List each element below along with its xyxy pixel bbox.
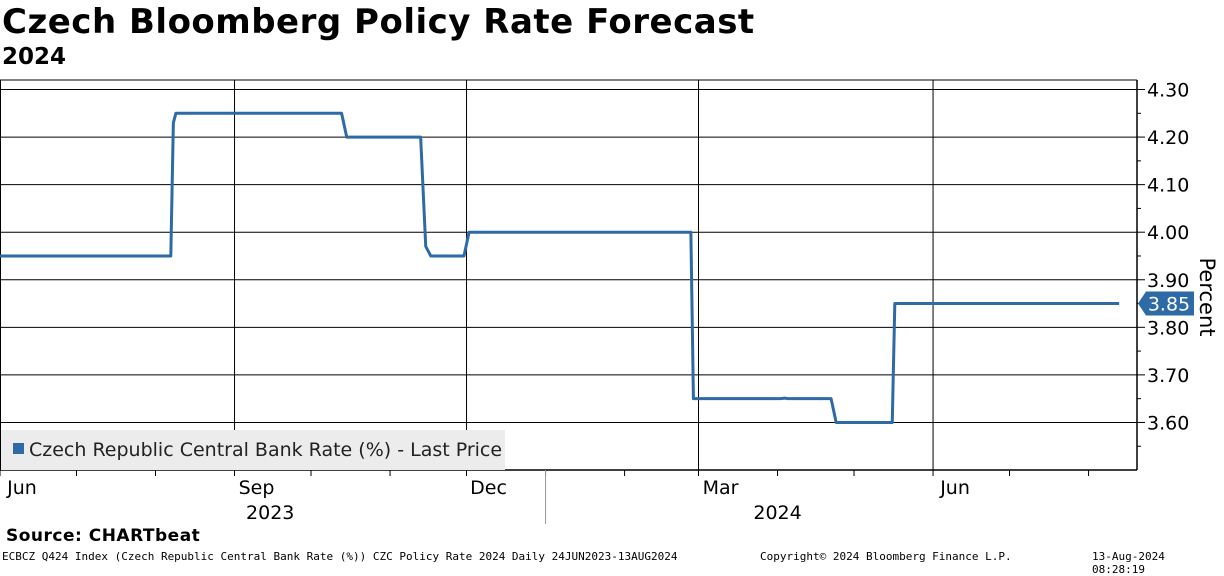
y-tick-label: 4.30 xyxy=(1147,80,1189,102)
x-tick-label: Mar xyxy=(703,477,739,499)
last-value-badge xyxy=(1138,291,1194,316)
y-tick-label: 3.80 xyxy=(1147,317,1189,339)
y-tick-label: 4.20 xyxy=(1147,127,1189,149)
timestamp: 13-Aug-2024 08:28:19 xyxy=(1092,550,1165,576)
legend-label: Czech Republic Central Bank Rate (%) - L… xyxy=(29,439,502,461)
y-tick-label: 3.90 xyxy=(1147,270,1189,292)
y-tick-label: 4.00 xyxy=(1147,222,1189,244)
chart-title: Czech Bloomberg Policy Rate Forecast xyxy=(2,2,755,42)
series xyxy=(0,111,1120,424)
x-tick-label: Sep xyxy=(239,477,275,499)
chart-subtitle: 2024 xyxy=(2,44,67,70)
plot-frame xyxy=(0,79,1138,471)
copyright: Copyright© 2024 Bloomberg Finance L.P. xyxy=(760,550,1012,563)
series-line xyxy=(0,111,1120,424)
x-axis: Jun Sep Dec Mar Jun 2023 2024 xyxy=(0,470,1090,524)
x-tick-label: Jun xyxy=(939,477,970,499)
x-tick-label: Jun xyxy=(6,477,37,499)
y-tick-label: 3.60 xyxy=(1147,412,1189,434)
legend-box xyxy=(1,430,505,470)
grid-lines xyxy=(0,80,1137,470)
legend-swatch xyxy=(13,443,24,454)
y-axis: 3.60 3.70 3.80 3.90 4.00 4.10 4.20 4.30 xyxy=(1137,80,1189,447)
last-value-label: 3.85 xyxy=(1148,294,1190,316)
index-info: ECBCZ Q424 Index (Czech Republic Central… xyxy=(2,550,678,563)
legend: Czech Republic Central Bank Rate (%) - L… xyxy=(1,430,505,470)
source-note: Source: CHARTbeat xyxy=(6,526,201,546)
x-tick-label: Dec xyxy=(470,477,507,499)
y-tick-label: 4.10 xyxy=(1147,175,1189,197)
x-year-label: 2024 xyxy=(753,502,801,524)
x-year-label: 2023 xyxy=(246,502,294,524)
y-axis-title: Percent xyxy=(1195,257,1219,336)
y-tick-label: 3.70 xyxy=(1147,365,1189,387)
last-value-tag: 3.85 xyxy=(1138,291,1194,316)
